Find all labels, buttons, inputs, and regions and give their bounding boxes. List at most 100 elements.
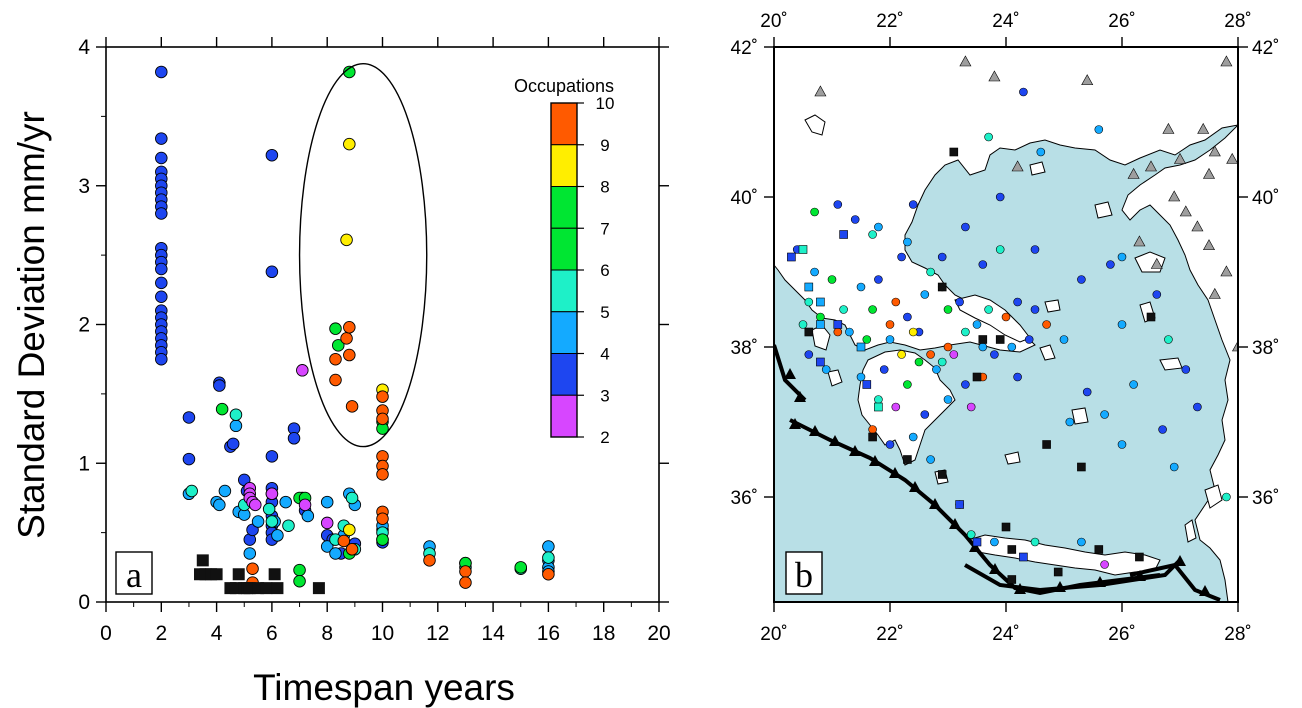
station-square bbox=[995, 335, 1005, 344]
data-point-circle bbox=[229, 408, 243, 421]
y-tick-label: 1 bbox=[78, 452, 90, 475]
gnss-station-triangle bbox=[1231, 340, 1238, 352]
colorbar-title: Occupations bbox=[514, 76, 614, 96]
trench-tooth bbox=[1054, 581, 1066, 592]
station-square bbox=[972, 372, 982, 382]
colorbar-swatch bbox=[550, 394, 578, 438]
station-circle bbox=[821, 365, 831, 374]
gnss-station-triangle bbox=[1133, 235, 1146, 247]
data-point-circle bbox=[376, 512, 389, 526]
station-circle bbox=[885, 335, 895, 344]
data-point-circle bbox=[329, 322, 342, 335]
station-circle bbox=[920, 410, 930, 419]
data-point-circle bbox=[459, 565, 472, 578]
station-circle bbox=[1082, 387, 1092, 397]
station-circle bbox=[1077, 537, 1086, 547]
station-circle bbox=[839, 305, 848, 314]
data-point-circle bbox=[340, 332, 353, 345]
trench-tooth bbox=[1199, 585, 1211, 596]
map-x-tick-label-bottom: 24˚ bbox=[992, 624, 1019, 645]
occupations-colorbar-legend: Occupations 10 9 8 7 6 5 4 3 2 bbox=[514, 76, 614, 447]
station-circle bbox=[943, 395, 953, 404]
station-circle bbox=[868, 425, 877, 434]
data-point-circle bbox=[155, 262, 168, 276]
colorbar-tick-label: 8 bbox=[600, 178, 609, 197]
panel-b-label-box: b bbox=[785, 551, 823, 595]
station-circle bbox=[966, 530, 976, 539]
campaign-square-stations bbox=[787, 147, 1156, 584]
map-y-tick-label-left: 42˚ bbox=[731, 38, 758, 59]
data-point-circle bbox=[376, 412, 389, 426]
data-point-circle bbox=[343, 137, 356, 151]
station-square bbox=[937, 470, 947, 479]
station-square bbox=[839, 230, 848, 239]
data-point-circle bbox=[343, 65, 356, 79]
gnss-station-triangle bbox=[959, 55, 972, 67]
gnss-station-triangle bbox=[1197, 122, 1210, 134]
data-point-circle bbox=[376, 468, 389, 481]
station-circle bbox=[1059, 335, 1069, 344]
trench-tooth bbox=[1174, 555, 1186, 566]
data-point-circle bbox=[249, 498, 262, 512]
x-axis-title: Timespan years bbox=[253, 667, 515, 708]
x-tick-label: 12 bbox=[426, 622, 449, 645]
data-point-circle bbox=[226, 437, 240, 451]
gnss-station-triangle bbox=[1173, 152, 1187, 164]
station-circle bbox=[1001, 312, 1011, 322]
station-circle bbox=[1030, 305, 1040, 314]
panel-a-label: a bbox=[126, 555, 142, 595]
station-circle bbox=[995, 245, 1005, 254]
station-circle bbox=[932, 365, 941, 374]
data-point-square bbox=[271, 582, 284, 595]
colorbar-swatch bbox=[550, 353, 578, 396]
station-circle bbox=[914, 357, 924, 367]
trench-tooth bbox=[829, 435, 841, 446]
data-point-circle bbox=[293, 563, 306, 577]
gnss-station-triangle bbox=[988, 70, 1001, 82]
colorbar-swatch bbox=[550, 144, 578, 187]
station-circle bbox=[1042, 320, 1051, 329]
data-point-circle bbox=[542, 551, 555, 564]
colorbar-swatch bbox=[550, 102, 578, 146]
station-circle bbox=[885, 320, 895, 329]
station-circle bbox=[1030, 537, 1040, 547]
station-circle bbox=[978, 260, 988, 269]
station-square bbox=[874, 402, 883, 412]
data-point-circle bbox=[155, 65, 168, 79]
x-tick-label: 8 bbox=[321, 622, 333, 645]
station-circle bbox=[1106, 260, 1115, 269]
data-point-circle bbox=[155, 276, 168, 290]
x-tick-label: 10 bbox=[371, 622, 394, 645]
station-circle bbox=[1117, 252, 1127, 262]
lemnos-island bbox=[1094, 201, 1113, 219]
data-point-circle bbox=[320, 516, 334, 530]
data-point-circle bbox=[345, 543, 359, 556]
station-circle bbox=[1117, 320, 1127, 329]
data-point-circle bbox=[185, 484, 198, 498]
colorbar-tick-label: 9 bbox=[600, 136, 609, 155]
station-circle bbox=[816, 312, 825, 322]
station-square bbox=[978, 335, 988, 344]
data-point-circle bbox=[271, 529, 284, 542]
x-tick-label: 0 bbox=[100, 622, 112, 645]
mainland-north-coastline bbox=[774, 47, 1238, 353]
gnss-station-triangle bbox=[1081, 74, 1094, 86]
map-y-tick-label-left: 38˚ bbox=[731, 338, 758, 359]
y-tick-label: 0 bbox=[78, 591, 90, 614]
continuous-circle-stations bbox=[792, 87, 1231, 569]
data-point-circle bbox=[332, 339, 345, 352]
station-circle bbox=[827, 275, 837, 284]
station-circle bbox=[966, 402, 976, 412]
milos-island bbox=[1004, 451, 1021, 465]
station-circle bbox=[908, 432, 918, 442]
station-square bbox=[1007, 545, 1017, 554]
data-point-circle bbox=[343, 321, 356, 334]
station-square bbox=[1094, 545, 1104, 554]
station-square bbox=[1042, 440, 1051, 449]
trench-tooth bbox=[809, 425, 821, 436]
colorbar-tick-label: 7 bbox=[600, 219, 609, 238]
colorbar-tick-label: 10 bbox=[596, 94, 615, 113]
data-point-square bbox=[268, 568, 281, 581]
panel-b-axis-ticks: 20˚ 20˚ 22˚ 22˚ 24˚ 24˚ 26˚ 26˚ 28˚ 28˚ 36˚ 36˚ 38˚ 3… bbox=[731, 11, 1280, 645]
